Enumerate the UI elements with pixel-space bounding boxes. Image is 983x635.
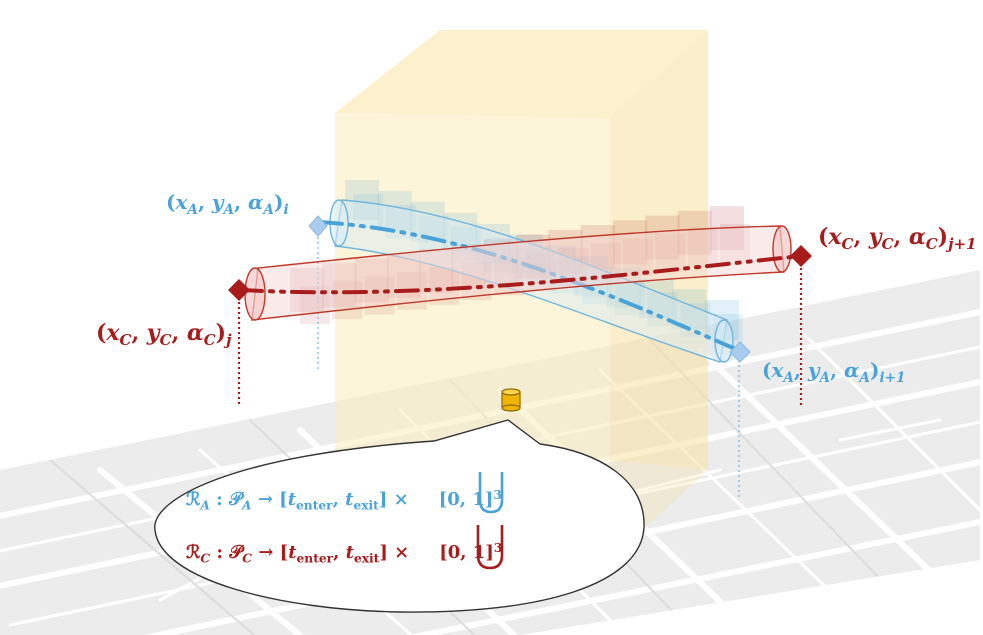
diamond-icon	[228, 279, 250, 301]
diamond-icon	[308, 215, 328, 237]
formula-agent-a: ℛA : 𝒫A → [tenter, texit] × [0, 1]3	[186, 487, 502, 513]
voxel-cell	[345, 180, 379, 220]
voxel-cell	[418, 215, 449, 250]
diamond-icon	[790, 245, 812, 267]
label-point-a-i1: (xA, yA, αA)i+1	[762, 358, 906, 386]
cylinder-icon	[501, 388, 521, 412]
tube-agent-c	[238, 225, 803, 321]
speech-bubble	[154, 419, 645, 613]
formula-agent-c: ℛC : 𝒫C → [tenter, texit] × [0, 1]3	[186, 540, 503, 566]
label-point-a-i: (xA, yA, αA)i	[166, 190, 289, 218]
voxel-cell	[353, 194, 383, 228]
diamond-icon	[729, 341, 751, 363]
label-point-c-j: (xC, yC, αC)j	[96, 320, 232, 350]
union-symbol-c	[476, 525, 504, 570]
union-symbol-a	[478, 472, 504, 514]
label-point-c-j1: (xC, yC, αC)j+1	[818, 224, 977, 254]
voxel-cell	[639, 278, 674, 319]
voxel-cell	[377, 190, 412, 231]
